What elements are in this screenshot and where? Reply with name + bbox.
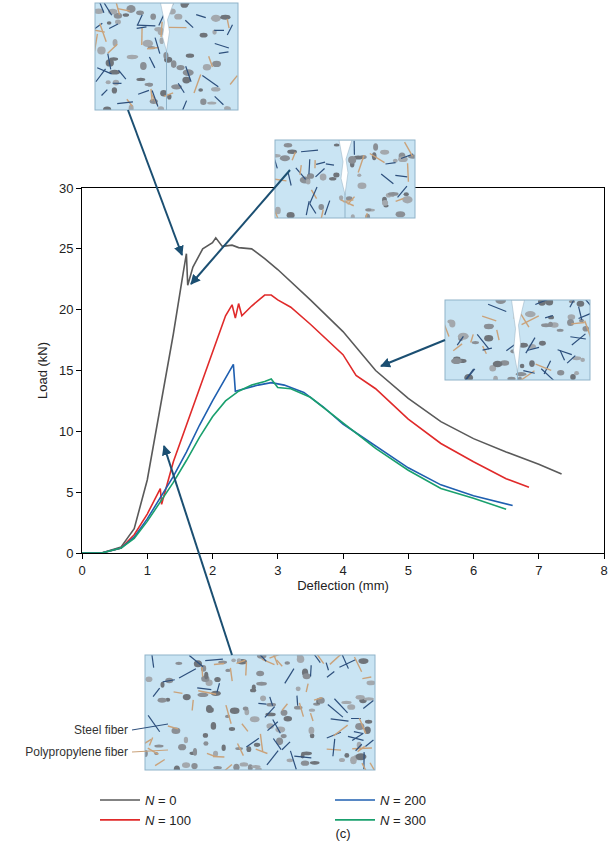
svg-text:3: 3 xyxy=(274,563,281,578)
svg-text:6: 6 xyxy=(470,563,477,578)
svg-text:N = 200: N = 200 xyxy=(380,793,426,808)
svg-text:Polypropylene fiber: Polypropylene fiber xyxy=(25,745,128,759)
svg-text:7: 7 xyxy=(535,563,542,578)
svg-text:5: 5 xyxy=(405,563,412,578)
svg-text:4: 4 xyxy=(339,563,346,578)
svg-text:N = 0: N = 0 xyxy=(145,793,176,808)
svg-text:10: 10 xyxy=(59,424,73,439)
svg-text:20: 20 xyxy=(59,302,73,317)
svg-text:Steel fiber: Steel fiber xyxy=(74,723,128,737)
svg-text:1: 1 xyxy=(144,563,151,578)
svg-text:25: 25 xyxy=(59,241,73,256)
svg-text:30: 30 xyxy=(59,181,73,196)
svg-text:(c): (c) xyxy=(335,826,350,841)
svg-text:Load (kN): Load (kN) xyxy=(35,342,50,399)
svg-text:15: 15 xyxy=(59,363,73,378)
svg-text:0: 0 xyxy=(78,563,85,578)
svg-text:0: 0 xyxy=(66,546,73,561)
svg-text:Deflection (mm): Deflection (mm) xyxy=(297,578,389,593)
svg-text:2: 2 xyxy=(209,563,216,578)
svg-text:N = 100: N = 100 xyxy=(145,813,191,828)
svg-text:8: 8 xyxy=(600,563,607,578)
svg-text:5: 5 xyxy=(66,485,73,500)
svg-text:N = 300: N = 300 xyxy=(380,813,426,828)
